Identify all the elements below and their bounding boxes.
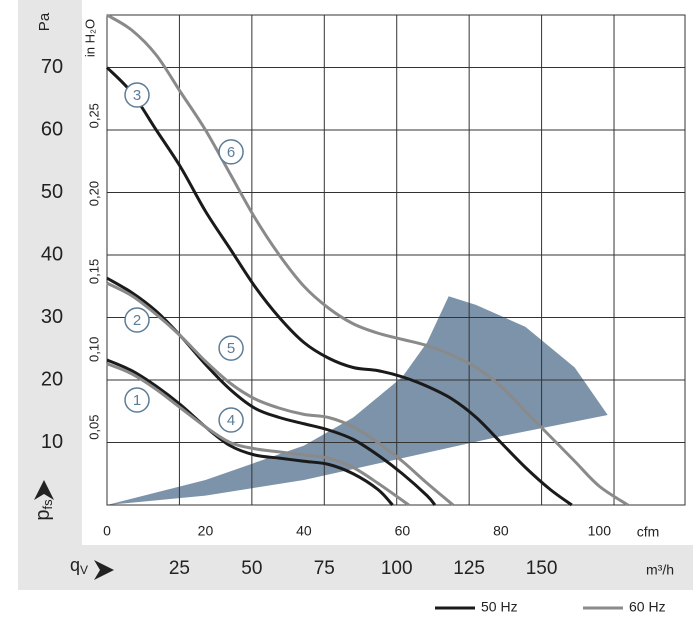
curve [106,358,394,507]
curve [106,281,455,507]
curve-label-circle [218,407,244,433]
x3-tick-label: 50 [241,558,262,579]
x3-tick-label: 100 [381,558,413,579]
y-arrow [34,480,54,500]
x-tick-label: 0 [103,523,111,539]
left-band [18,0,82,590]
x-tick-label: 60 [395,523,411,539]
curve-label: 1 [133,392,141,409]
y-tick-label: 60 [41,118,63,140]
curve-label: 6 [227,144,235,161]
x3-tick-label: 150 [526,558,558,579]
curve [106,276,437,506]
x-arrow [94,560,114,580]
y2-tick-label: 0,15 [86,259,101,284]
y2-label: in H₂O [82,19,97,57]
curve-label-circle [124,387,150,413]
curve-label: 2 [133,312,141,329]
y-tick-label: 20 [41,368,63,390]
curve-label-circle [124,307,150,333]
plot-frame [106,14,686,506]
x3-tick-label: 75 [314,558,335,579]
x-symbol: qV [70,555,88,577]
x-label: cfm [637,524,660,540]
legend-label: 60 Hz [629,599,666,615]
curve-label: 4 [227,412,235,429]
x3-tick-label: 125 [453,558,485,579]
y2-tick-label: 0,10 [86,337,101,362]
y2-tick-label: 0,05 [86,414,101,439]
operating-area [107,296,608,505]
legend: 50 Hz 60 Hz [435,599,666,615]
legend-label: 50 Hz [481,599,518,615]
y-tick-label: 40 [41,243,63,265]
x3-label: m³/h [646,562,674,578]
x-symbol-sub: V [80,563,88,577]
x-tick-label: 100 [588,523,612,539]
x-tick-label: 80 [493,523,509,539]
y2-tick-label: 0,20 [86,181,101,206]
y-label: Pa [36,12,53,31]
y-tick-label: 70 [41,56,63,78]
y-tick-label: 50 [41,181,63,203]
bottom-band [18,545,693,590]
curve-label-circle [218,335,244,361]
y2-tick-label: 0,25 [86,103,101,128]
curve-label-circle [218,139,244,165]
curve [105,66,573,507]
curve [106,13,629,507]
y-tick-label: 30 [41,306,63,328]
plot: 1 2 3 4 5 6 [105,13,686,507]
x3-tick-label: 25 [169,558,190,579]
y-tick-label: 10 [41,431,63,453]
y-symbol-base: p [32,510,54,521]
curve-label-circle [124,82,150,108]
y-symbol-sub: fs [40,499,55,510]
curve-label: 5 [227,340,235,357]
curve [106,362,410,507]
y-symbol: pfs [32,499,55,521]
x-tick-label: 40 [296,523,312,539]
curve-label: 3 [133,87,141,104]
x-tick-label: 20 [198,523,214,539]
x-symbol-base: q [70,555,80,575]
